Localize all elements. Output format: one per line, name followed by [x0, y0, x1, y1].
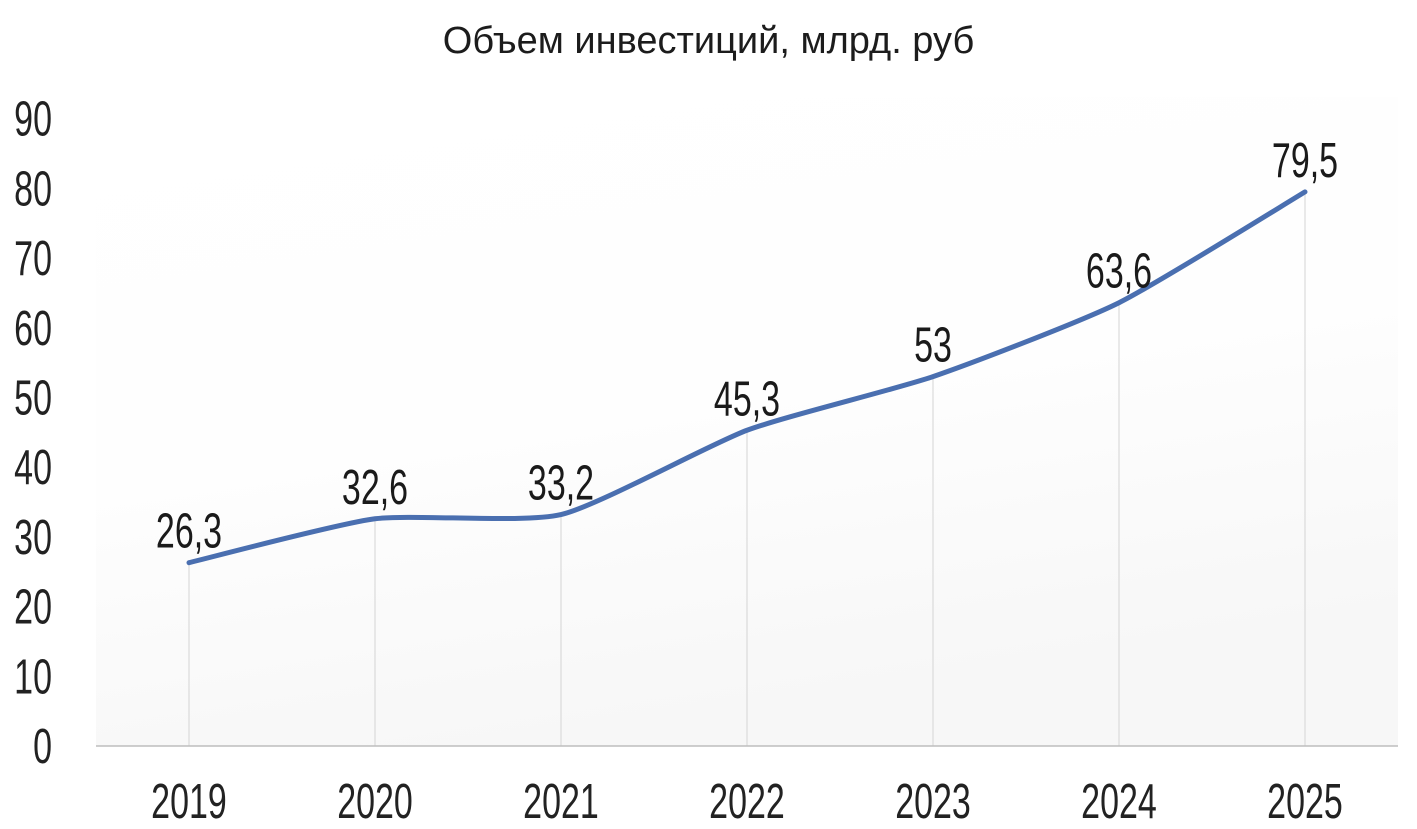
- svg-text:70: 70: [14, 231, 52, 286]
- svg-text:40: 40: [14, 440, 52, 495]
- svg-text:45,3: 45,3: [714, 371, 780, 426]
- svg-text:33,2: 33,2: [528, 455, 594, 510]
- svg-text:0: 0: [33, 719, 52, 774]
- svg-text:26,3: 26,3: [156, 503, 222, 558]
- svg-text:2022: 2022: [709, 774, 785, 829]
- svg-text:79,5: 79,5: [1272, 133, 1338, 188]
- svg-text:50: 50: [14, 370, 52, 425]
- svg-text:60: 60: [14, 301, 52, 356]
- svg-text:32,6: 32,6: [342, 460, 408, 515]
- svg-text:2024: 2024: [1081, 774, 1157, 829]
- svg-text:2023: 2023: [895, 774, 971, 829]
- svg-text:30: 30: [14, 510, 52, 565]
- svg-text:80: 80: [14, 161, 52, 216]
- svg-text:2020: 2020: [337, 774, 413, 829]
- svg-text:2021: 2021: [523, 774, 599, 829]
- svg-text:2019: 2019: [151, 774, 227, 829]
- svg-text:2025: 2025: [1267, 774, 1343, 829]
- svg-text:10: 10: [14, 649, 52, 704]
- svg-text:90: 90: [14, 91, 52, 146]
- svg-text:53: 53: [914, 317, 952, 372]
- svg-text:20: 20: [14, 579, 52, 634]
- svg-text:63,6: 63,6: [1086, 243, 1152, 298]
